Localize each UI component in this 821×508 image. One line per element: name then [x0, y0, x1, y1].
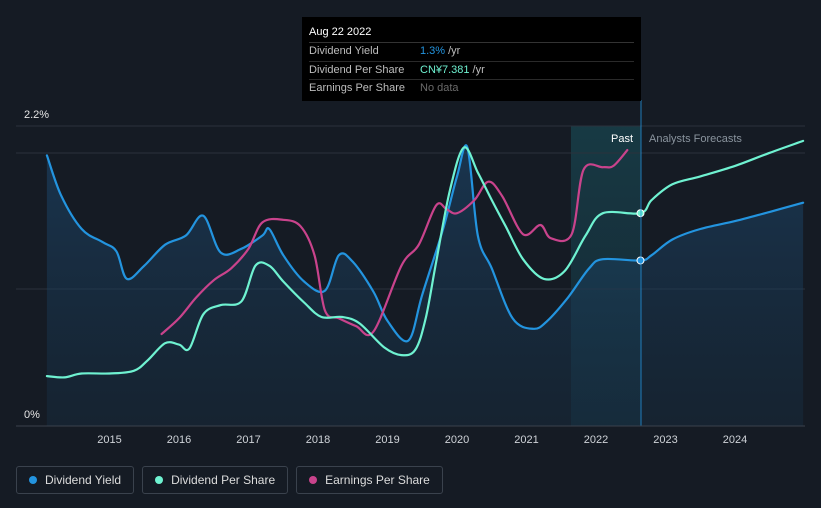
tooltip-value: CN¥7.381: [420, 63, 470, 76]
tooltip-unit: /yr: [448, 45, 461, 57]
y-label-bottom: 0%: [24, 409, 40, 421]
x-tick-label: 2017: [236, 434, 260, 446]
tooltip-label: Dividend Yield: [309, 45, 379, 57]
x-tick-label: 2018: [306, 434, 330, 446]
x-tick-label: 2015: [97, 434, 121, 446]
legend-item-earnings-per-share[interactable]: Earnings Per Share: [296, 466, 443, 494]
x-tick-label: 2021: [514, 434, 538, 446]
tooltip-value: No data: [420, 82, 459, 94]
legend: Dividend Yield Dividend Per Share Earnin…: [16, 466, 443, 494]
x-tick-label: 2022: [584, 434, 608, 446]
x-tick-label: 2023: [653, 434, 677, 446]
x-tick-label: 2020: [445, 434, 469, 446]
tooltip-label: Dividend Per Share: [309, 63, 405, 76]
x-tick-label: 2024: [723, 434, 747, 446]
y-label-top: 2.2%: [24, 109, 49, 121]
earnings-per-share-line: [160, 149, 629, 337]
forecast-label: Analysts Forecasts: [649, 133, 742, 145]
tooltip-row-dividend-yield: Dividend Yield 1.3% /yr: [309, 43, 634, 62]
x-tick-label: 2019: [375, 434, 399, 446]
legend-item-dividend-per-share[interactable]: Dividend Per Share: [142, 466, 289, 494]
legend-label: Earnings Per Share: [325, 473, 430, 487]
tooltip-row-dividend-per-share: Dividend Per Share CN¥7.381 /yr: [309, 62, 634, 80]
legend-label: Dividend Yield: [45, 473, 122, 487]
dividend-yield-marker: [636, 256, 645, 265]
legend-label: Dividend Per Share: [171, 473, 276, 487]
tooltip-row-earnings-per-share: Earnings Per Share No data: [309, 80, 634, 98]
dividend-per-share-marker: [636, 209, 645, 218]
x-tick-label: 2016: [167, 434, 191, 446]
legend-dot: [309, 476, 318, 484]
tooltip-unit: /yr: [472, 63, 485, 76]
legend-item-dividend-yield[interactable]: Dividend Yield: [16, 466, 135, 494]
tooltip-value: 1.3%: [420, 45, 446, 57]
legend-dot: [29, 476, 37, 484]
past-label: Past: [611, 133, 633, 145]
tooltip-date: Aug 22 2022: [309, 22, 634, 43]
dividend-yield-area: [46, 145, 804, 426]
dividend-per-share-line: [45, 139, 805, 379]
hover-tooltip: Aug 22 2022 Dividend Yield 1.3% /yr Divi…: [302, 17, 641, 101]
dividend-yield-line: [45, 144, 805, 343]
legend-dot: [155, 476, 164, 484]
tooltip-label: Earnings Per Share: [309, 82, 405, 94]
